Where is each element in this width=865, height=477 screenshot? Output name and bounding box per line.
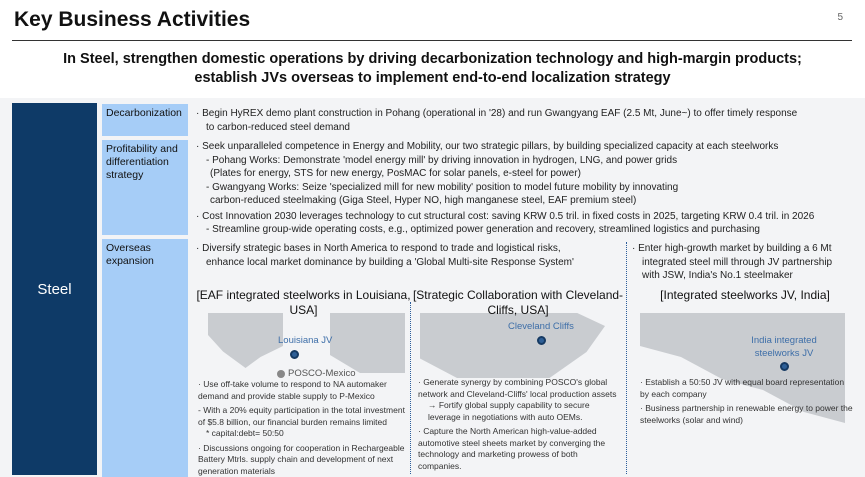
text-line: carbon-reduced steelmaking (Giga Steel, …	[210, 195, 637, 206]
subtitle-line: In Steel, strengthen domestic operations…	[63, 51, 802, 67]
subtitle-line: establish JVs overseas to implement end-…	[194, 70, 671, 86]
decarbonization-text: · Begin HyREX demo plant construction in…	[196, 107, 856, 134]
text-line: - Pohang Works: Demonstrate 'model energ…	[206, 154, 678, 166]
pin-label: POSCO-Mexico	[288, 368, 356, 379]
bullet: · Discussions ongoing for cooperation in…	[198, 442, 405, 476]
text-line: integrated steel mill through JV partner…	[642, 256, 833, 268]
column-bullets: · Generate synergy by combining POSCO's …	[418, 377, 623, 472]
text-line: · Enter high-growth market by building a…	[632, 243, 832, 254]
secondary-pin: POSCO-Mexico	[277, 368, 356, 379]
column-divider	[626, 242, 627, 474]
india-intro: · Enter high-growth market by building a…	[632, 242, 860, 283]
text-line: · Seek unparalleled competence in Energy…	[196, 141, 779, 152]
bullet: → Fortify global supply capability to se…	[428, 400, 590, 422]
bullet: · Business partnership in renewable ener…	[640, 403, 853, 425]
text-line: · Begin HyREX demo plant construction in…	[196, 108, 798, 119]
column-divider	[410, 302, 411, 474]
subtitle: In Steel, strengthen domestic operations…	[0, 50, 865, 88]
text-line: - Streamline group-wide operating costs,…	[206, 224, 760, 235]
text-line: · Diversify strategic bases in North Ame…	[196, 243, 561, 254]
bullet: · Establish a 50:50 JV with equal board …	[640, 377, 845, 399]
bullet: · Generate synergy by combining POSCO's …	[418, 377, 617, 399]
text-line: · Cost Innovation 2030 leverages technol…	[196, 210, 815, 222]
text-line: (Plates for energy, STS for new energy, …	[210, 168, 581, 179]
column-heading: [Strategic Collaboration with Cleveland-…	[412, 288, 624, 317]
column-heading: [Integrated steelworks JV, India]	[660, 288, 830, 302]
text-line: with JSW, India's No.1 steelmaker	[642, 270, 793, 281]
bullet: * capital:debt= 50:50	[206, 428, 284, 438]
location-pin-icon	[537, 336, 546, 345]
location-pin-icon	[780, 362, 789, 371]
bullet: - With a 20% equity participation in the…	[198, 405, 405, 427]
text-line: enhance local market dominance by buildi…	[206, 256, 574, 268]
bullet: · Use off-take volume to respond to NA a…	[198, 379, 387, 401]
text-line: to carbon-reduced steel demand	[206, 121, 350, 133]
segment-label: Steel	[12, 103, 97, 475]
column-bullets: · Establish a 50:50 JV with equal board …	[640, 377, 855, 426]
profitability-text: · Seek unparalleled competence in Energy…	[196, 140, 861, 237]
pin-label: India integrated steelworks JV	[751, 335, 817, 359]
text-line: - Gwangyang Works: Seize 'specialized mi…	[206, 181, 679, 193]
na-intro: · Diversify strategic bases in North Ame…	[196, 242, 626, 269]
title-divider	[12, 40, 852, 41]
label-decarbonization: Decarbonization	[102, 104, 188, 136]
label-overseas: Overseas expansion	[102, 239, 188, 477]
location-pin-icon	[290, 350, 299, 359]
page-number: 5	[837, 12, 843, 23]
column-bullets: · Use off-take volume to respond to NA a…	[198, 379, 410, 477]
label-profitability: Profitability and differentiation strate…	[102, 140, 188, 235]
bullet: · Capture the North American high-value-…	[418, 426, 606, 471]
page-title: Key Business Activities	[14, 8, 251, 31]
location-dot-icon	[277, 369, 285, 378]
column-heading: [EAF integrated steelworks in Louisiana,…	[196, 288, 411, 317]
pin-label: Louisiana JV	[278, 335, 333, 346]
pin-label: Cleveland Cliffs	[508, 321, 574, 332]
